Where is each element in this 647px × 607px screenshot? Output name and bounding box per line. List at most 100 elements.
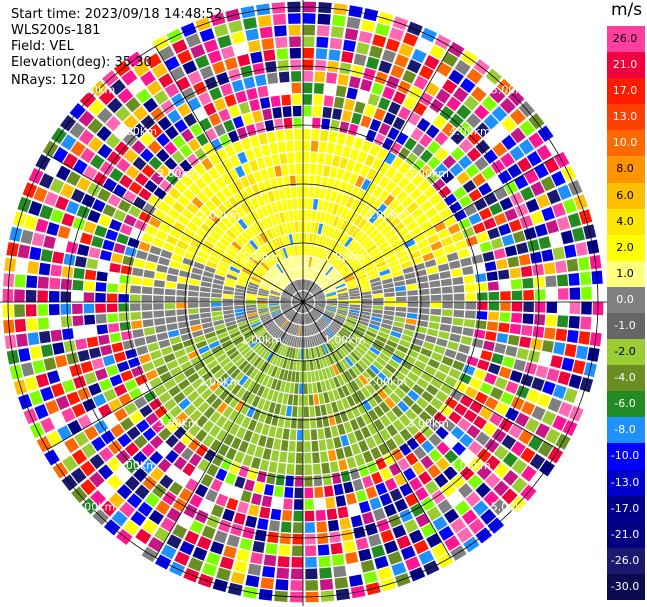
velocity-gate [262,259,272,269]
velocity-gate [435,255,448,265]
velocity-gate [211,288,223,294]
velocity-gate [336,261,346,271]
velocity-gate [156,148,170,163]
velocity-gate [326,268,336,277]
velocity-gate [29,246,42,261]
velocity-gate [348,574,364,587]
velocity-gate [414,360,427,371]
velocity-gate [303,291,306,302]
velocity-gate [448,411,462,425]
velocity-gate [423,227,436,238]
velocity-gate [463,203,478,217]
velocity-gate [108,440,123,455]
velocity-gate [226,229,237,240]
velocity-gate [342,270,353,279]
velocity-gate [334,577,349,589]
velocity-gate [299,233,303,244]
velocity-gate [568,273,580,286]
velocity-gate [462,364,476,376]
velocity-gate [227,130,240,143]
velocity-gate [198,345,210,355]
velocity-gate [271,288,282,294]
velocity-gate [443,465,458,481]
velocity-gate [372,185,384,198]
colorbar-swatch [607,495,645,523]
velocity-gate [165,281,177,289]
velocity-gate [45,159,61,176]
velocity-gate [407,389,420,402]
velocity-gate [421,390,434,403]
colorbar-label: -30.0 [610,579,640,593]
velocity-gate [160,346,173,356]
velocity-gate [213,225,225,237]
velocity-gate [245,228,255,239]
velocity-gate [163,398,177,411]
velocity-gate [524,169,539,185]
velocity-gate [380,323,392,330]
velocity-gate [414,486,429,501]
velocity-gate [272,328,281,338]
velocity-gate [106,457,122,473]
velocity-gate [287,323,294,334]
velocity-gate [271,252,280,263]
velocity-gate [407,295,419,302]
velocity-gate [284,381,291,393]
velocity-gate [344,253,354,263]
velocity-gate [278,224,285,236]
velocity-gate [530,251,543,264]
velocity-gate [280,298,291,301]
velocity-gate [381,278,393,285]
velocity-gate [375,356,387,367]
velocity-gate [303,302,310,311]
velocity-gate [172,165,186,179]
colorbar-swatch [607,208,645,236]
velocity-gate [225,248,237,258]
velocity-gate [428,322,440,330]
velocity-gate [299,279,302,290]
velocity-gate [60,316,73,328]
velocity-gate [300,348,303,360]
velocity-gate [324,329,332,339]
velocity-gate [290,269,296,280]
velocity-gate [581,302,592,315]
velocity-gate [305,348,309,360]
velocity-gate [210,302,222,307]
velocity-gate [247,380,257,392]
velocity-gate [200,205,212,217]
velocity-gate [231,31,246,45]
velocity-gate [37,290,48,302]
velocity-gate [336,287,348,293]
velocity-gate [349,304,361,308]
velocity-gate [569,302,581,315]
velocity-gate [368,212,380,224]
velocity-gate [158,73,174,88]
velocity-gate [16,333,28,348]
velocity-gate [383,287,395,293]
velocity-gate [88,136,104,152]
velocity-gate [315,299,326,302]
velocity-gate [384,152,396,165]
velocity-gate [78,110,95,127]
velocity-gate [96,125,112,142]
velocity-gate [428,273,440,281]
velocity-gate [406,437,420,451]
colorbar-swatch [607,26,645,53]
velocity-gate [134,172,149,186]
velocity-gate [511,312,523,324]
velocity-gate [407,307,419,314]
velocity-gate [380,273,392,281]
velocity-gate [383,452,396,466]
velocity-gate [60,278,72,290]
velocity-gate [482,422,497,437]
velocity-gate [352,245,363,255]
velocity-gate [372,360,384,371]
velocity-gate [317,428,325,440]
velocity-gate [293,510,303,522]
velocity-gate [318,439,327,451]
velocity-gate [315,358,321,370]
velocity-gate [202,434,215,448]
velocity-gate [281,305,292,309]
velocity-gate [105,133,121,149]
velocity-gate [243,429,253,442]
velocity-gate [156,364,169,376]
